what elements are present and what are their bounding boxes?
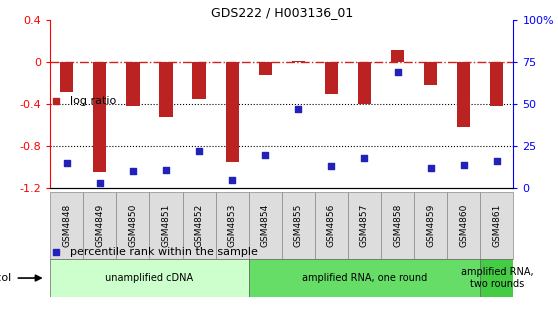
Bar <box>490 62 503 106</box>
Text: log ratio: log ratio <box>70 96 116 106</box>
Bar <box>391 50 404 62</box>
Point <box>492 159 501 164</box>
Bar <box>381 192 414 259</box>
Point <box>426 165 435 171</box>
Bar <box>325 62 338 94</box>
Bar <box>424 62 437 85</box>
Text: GSM4861: GSM4861 <box>492 204 501 247</box>
Title: GDS222 / H003136_01: GDS222 / H003136_01 <box>211 6 353 19</box>
Text: GSM4851: GSM4851 <box>161 204 171 247</box>
Bar <box>193 62 206 99</box>
Text: GSM4860: GSM4860 <box>459 204 468 247</box>
Bar <box>315 192 348 259</box>
Bar <box>348 192 381 259</box>
Point <box>62 160 71 166</box>
Bar <box>249 192 282 259</box>
Point <box>360 155 369 161</box>
Bar <box>414 192 447 259</box>
Bar <box>126 62 140 106</box>
Point <box>162 167 171 172</box>
Bar <box>215 192 249 259</box>
Bar <box>60 62 73 92</box>
Text: amplified RNA,
two rounds: amplified RNA, two rounds <box>460 267 533 289</box>
Text: GSM4852: GSM4852 <box>195 204 204 247</box>
Point <box>95 180 104 186</box>
Text: GSM4856: GSM4856 <box>327 204 336 247</box>
Point <box>261 152 270 157</box>
Bar <box>258 62 272 75</box>
Text: unamplified cDNA: unamplified cDNA <box>105 273 194 283</box>
Point <box>327 164 336 169</box>
Bar <box>457 62 470 127</box>
Text: protocol: protocol <box>0 273 11 283</box>
Text: GSM4858: GSM4858 <box>393 204 402 247</box>
Text: GSM4853: GSM4853 <box>228 204 237 247</box>
Text: GSM4848: GSM4848 <box>62 204 71 247</box>
Bar <box>83 192 117 259</box>
Text: GSM4854: GSM4854 <box>261 204 270 247</box>
Point <box>128 169 137 174</box>
Bar <box>182 192 215 259</box>
Bar <box>282 192 315 259</box>
Point <box>459 162 468 167</box>
Bar <box>358 62 371 104</box>
Bar <box>150 192 182 259</box>
Bar <box>160 62 172 117</box>
Text: percentile rank within the sample: percentile rank within the sample <box>70 247 258 257</box>
Bar <box>93 62 107 172</box>
Bar <box>480 192 513 259</box>
Bar <box>249 259 480 297</box>
Bar <box>50 259 249 297</box>
Bar <box>480 259 513 297</box>
Bar <box>225 62 239 162</box>
Text: GSM4857: GSM4857 <box>360 204 369 247</box>
Point <box>393 70 402 75</box>
Bar <box>50 192 83 259</box>
Text: GSM4850: GSM4850 <box>128 204 137 247</box>
Point <box>195 149 204 154</box>
Bar <box>292 61 305 62</box>
Text: GSM4859: GSM4859 <box>426 204 435 247</box>
Point <box>294 107 303 112</box>
Bar <box>447 192 480 259</box>
Text: amplified RNA, one round: amplified RNA, one round <box>302 273 427 283</box>
Bar <box>117 192 150 259</box>
Point <box>228 177 237 182</box>
Text: GSM4849: GSM4849 <box>95 204 104 247</box>
Text: GSM4855: GSM4855 <box>294 204 303 247</box>
